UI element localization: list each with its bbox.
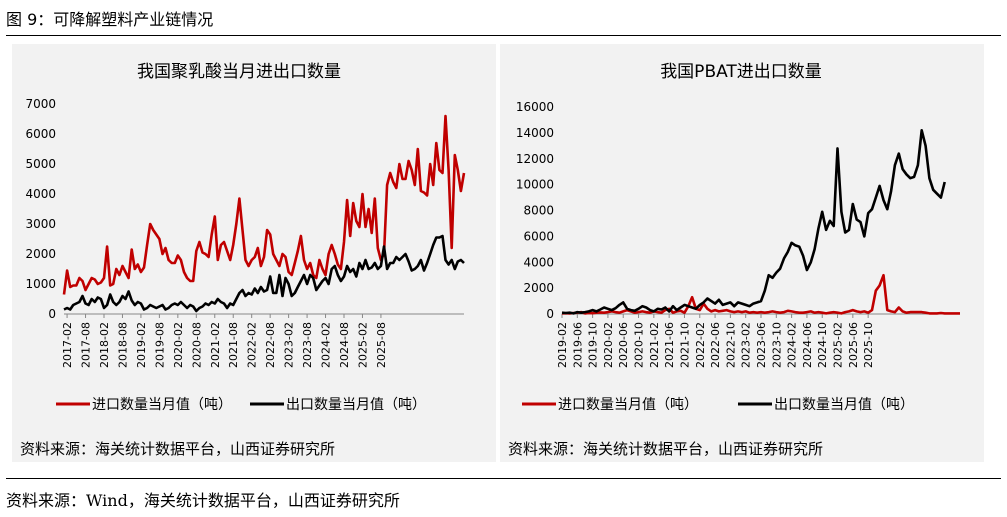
pbat-x-tick-label: 2019-06 — [571, 322, 584, 368]
pbat-y-tick-label: 10000 — [516, 178, 554, 192]
pla-chart: 我国聚乳酸当月进出口数量 0 1000 2000 3000 4000 5000 6000 700… — [25, 62, 466, 413]
pla-y-tick-label: 7000 — [25, 97, 56, 111]
chart-panel-pbat: 我国PBAT进出口数量 0 2000 4000 6000 8000 10000 12000 14… — [500, 44, 984, 462]
pla-x-tick-label: 2018-02 — [98, 322, 111, 368]
pla-x-tick-label: 2023-02 — [283, 322, 296, 368]
pla-x-tick-label: 2024-08 — [338, 322, 351, 368]
pbat-x-tick-label: 2021-06 — [663, 322, 676, 368]
pla-x-tick-label: 2020-08 — [190, 322, 203, 368]
pbat-y-tick-label: 8000 — [523, 204, 554, 218]
pbat-y-tick-label: 16000 — [516, 100, 554, 114]
pla-legend-label-export: 出口数量当月值（吨） — [286, 397, 426, 413]
top-rule — [6, 35, 1001, 36]
pla-x-tick-label: 2022-08 — [264, 322, 277, 368]
pla-x-tick-label: 2021-08 — [227, 322, 240, 368]
bottom-rule — [6, 478, 1001, 479]
pbat-x-tick-label: 2023-02 — [740, 322, 753, 368]
pbat-y-tick-label: 12000 — [516, 152, 554, 166]
pbat-y-tick-label: 14000 — [516, 126, 554, 140]
pbat-x-tick-label: 2022-10 — [724, 322, 737, 368]
pla-y-tick-label: 0 — [48, 307, 56, 321]
pbat-x-tick-label: 2020-06 — [617, 322, 630, 368]
pbat-x-tick-label: 2019-02 — [556, 322, 569, 368]
pbat-x-tick-label: 2019-10 — [587, 322, 600, 368]
pla-y-tick-label: 3000 — [25, 217, 56, 231]
pbat-y-tick-label: 2000 — [523, 281, 554, 295]
pla-x-tick-label: 2023-08 — [301, 322, 314, 368]
pbat-chart: 我国PBAT进出口数量 0 2000 4000 6000 8000 10000 12000 14… — [516, 62, 960, 413]
pla-legend-label-import: 进口数量当月值（吨） — [92, 397, 232, 413]
pla-x-tick-label: 2022-02 — [246, 322, 259, 368]
pla-x-tick-label: 2024-02 — [320, 322, 333, 368]
pbat-y-tick-label: 0 — [546, 307, 554, 321]
pbat-x-tick-label: 2025-02 — [832, 322, 845, 368]
pbat-series-line-import — [561, 273, 960, 315]
pbat-y-tick-label: 6000 — [523, 229, 554, 243]
pbat-y-tick-label: 4000 — [523, 255, 554, 269]
figure-source: 资料来源：Wind，海关统计数据平台，山西证券研究所 — [6, 491, 400, 510]
pbat-chart-title: 我国PBAT进出口数量 — [660, 62, 822, 82]
pla-series-line-export — [63, 234, 465, 313]
pla-y-tick-label: 6000 — [25, 127, 56, 141]
figure-title: 图 9：可降解塑料产业链情况 — [6, 10, 214, 29]
pbat-series-line-export — [561, 129, 946, 315]
pla-x-tick-label: 2019-02 — [135, 322, 148, 368]
pla-y-tick-label: 4000 — [25, 187, 56, 201]
pbat-x-tick-label: 2021-10 — [678, 322, 691, 368]
pbat-x-tick-label: 2022-06 — [709, 322, 722, 368]
pbat-chart-source: 资料来源：海关统计数据平台，山西证券研究所 — [508, 440, 824, 458]
pbat-x-tick-label: 2020-02 — [602, 322, 615, 368]
pbat-x-tick-label: 2025-10 — [862, 322, 875, 368]
pbat-x-tick-label: 2023-10 — [770, 322, 783, 368]
pla-x-tick-label: 2025-08 — [375, 322, 388, 368]
pla-series-line-import — [62, 114, 466, 295]
pbat-x-tick-label: 2024-10 — [816, 322, 829, 368]
pla-x-tick-label: 2018-08 — [116, 322, 129, 368]
chart-panel-pla: 我国聚乳酸当月进出口数量 0 1000 2000 3000 4000 5000 6000 700… — [12, 44, 496, 462]
pla-x-tick-label: 2019-08 — [153, 322, 166, 368]
pbat-legend-label-import: 进口数量当月值（吨） — [558, 397, 698, 413]
pbat-x-tick-label: 2024-02 — [786, 322, 799, 368]
pla-x-tick-label: 2021-02 — [209, 322, 222, 368]
pbat-x-tick-label: 2022-02 — [694, 322, 707, 368]
pbat-legend-label-export: 出口数量当月值（吨） — [774, 397, 914, 413]
pla-chart-source: 资料来源：海关统计数据平台，山西证券研究所 — [20, 440, 336, 458]
pla-y-tick-label: 5000 — [25, 157, 56, 171]
pbat-x-tick-label: 2021-02 — [648, 322, 661, 368]
pla-chart-title: 我国聚乳酸当月进出口数量 — [137, 62, 341, 82]
pbat-x-tick-label: 2023-06 — [755, 322, 768, 368]
pla-y-tick-label: 2000 — [25, 247, 56, 261]
pla-y-tick-label: 1000 — [25, 277, 56, 291]
pla-x-tick-label: 2025-02 — [356, 322, 369, 368]
pla-x-tick-label: 2020-02 — [172, 322, 185, 368]
pbat-x-tick-label: 2024-06 — [801, 322, 814, 368]
pla-x-tick-label: 2017-02 — [61, 322, 74, 368]
pbat-x-tick-label: 2025-06 — [847, 322, 860, 368]
pla-x-tick-label: 2017-08 — [80, 322, 93, 368]
pbat-x-tick-label: 2020-10 — [633, 322, 646, 368]
